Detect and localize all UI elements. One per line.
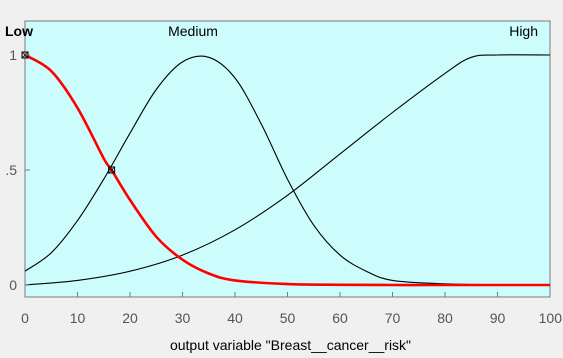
y-axis: 0.51 — [5, 47, 30, 293]
y-tick-label: 0 — [9, 277, 17, 293]
x-axis-label: output variable "Breast__cancer__risk" — [170, 337, 411, 353]
x-tick-label: 70 — [385, 310, 401, 326]
y-tick-label: 1 — [9, 47, 17, 63]
curve-medium — [24, 55, 551, 286]
x-tick-label: 60 — [332, 310, 348, 326]
x-tick-label: 10 — [70, 310, 86, 326]
x-tick-label: 80 — [437, 310, 453, 326]
mf-labels-layer: Low Medium High — [5, 23, 538, 39]
curves-layer — [24, 53, 551, 287]
mf-label-high: High — [509, 23, 538, 39]
marker-1 — [108, 166, 116, 174]
mf-label-low: Low — [5, 23, 33, 39]
y-tick-label: .5 — [5, 162, 17, 178]
x-tick-label: 90 — [490, 310, 506, 326]
mf-label-medium: Medium — [168, 23, 218, 39]
x-tick-label: 50 — [280, 310, 296, 326]
x-axis: 0 10 20 30 40 50 60 70 80 90 100 — [21, 292, 562, 326]
x-tick-label: 0 — [21, 310, 29, 326]
x-tick-label: 20 — [122, 310, 138, 326]
curve-high — [24, 54, 551, 286]
x-tick-label: 30 — [175, 310, 191, 326]
curve-low — [24, 53, 550, 287]
plot-area — [24, 20, 551, 298]
x-tick-label: 100 — [539, 310, 563, 326]
x-tick-label: 40 — [227, 310, 243, 326]
